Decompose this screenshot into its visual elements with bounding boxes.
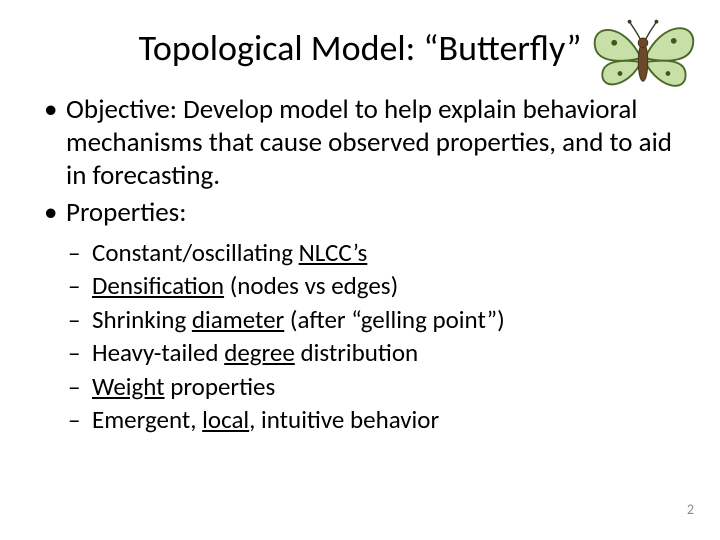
sub-text: Shrinking xyxy=(92,304,192,335)
sub-text: Constant/oscillating xyxy=(92,237,299,268)
sub-text: distribution xyxy=(295,337,418,368)
sub-underline: NLCC’s xyxy=(299,237,368,268)
sub-text: Emergent, xyxy=(92,404,202,435)
sub-bullet-list: Constant/oscillating NLCC’s Densificatio… xyxy=(40,236,680,437)
sub-underline: degree xyxy=(224,337,295,368)
sub-bullet-item: Weight properties xyxy=(40,370,680,404)
sub-underline: diameter xyxy=(192,304,284,335)
sub-text: (after “gelling point”) xyxy=(284,304,504,335)
slide: Topological Model: “Butterfly” Objective… xyxy=(0,0,720,540)
sub-bullet-item: Heavy-tailed degree distribution xyxy=(40,336,680,370)
sub-underline: Weight xyxy=(92,371,165,402)
sub-underline: Densification xyxy=(92,270,224,301)
sub-text: Heavy-tailed xyxy=(92,337,224,368)
sub-text: , intuitive behavior xyxy=(249,404,439,435)
sub-bullet-item: Constant/oscillating NLCC’s xyxy=(40,236,680,270)
bullet-item: Objective: Develop model to help explain… xyxy=(40,94,680,193)
sub-underline: local xyxy=(202,404,249,435)
sub-bullet-item: Shrinking diameter (after “gelling point… xyxy=(40,303,680,337)
sub-bullet-item: Densification (nodes vs edges) xyxy=(40,269,680,303)
bullet-list: Objective: Develop model to help explain… xyxy=(40,94,680,230)
sub-text: (nodes vs edges) xyxy=(224,270,398,301)
bullet-item: Properties: xyxy=(40,197,680,230)
page-number: 2 xyxy=(687,501,694,518)
sub-bullet-item: Emergent, local, intuitive behavior xyxy=(40,403,680,437)
sub-text: properties xyxy=(165,371,276,402)
